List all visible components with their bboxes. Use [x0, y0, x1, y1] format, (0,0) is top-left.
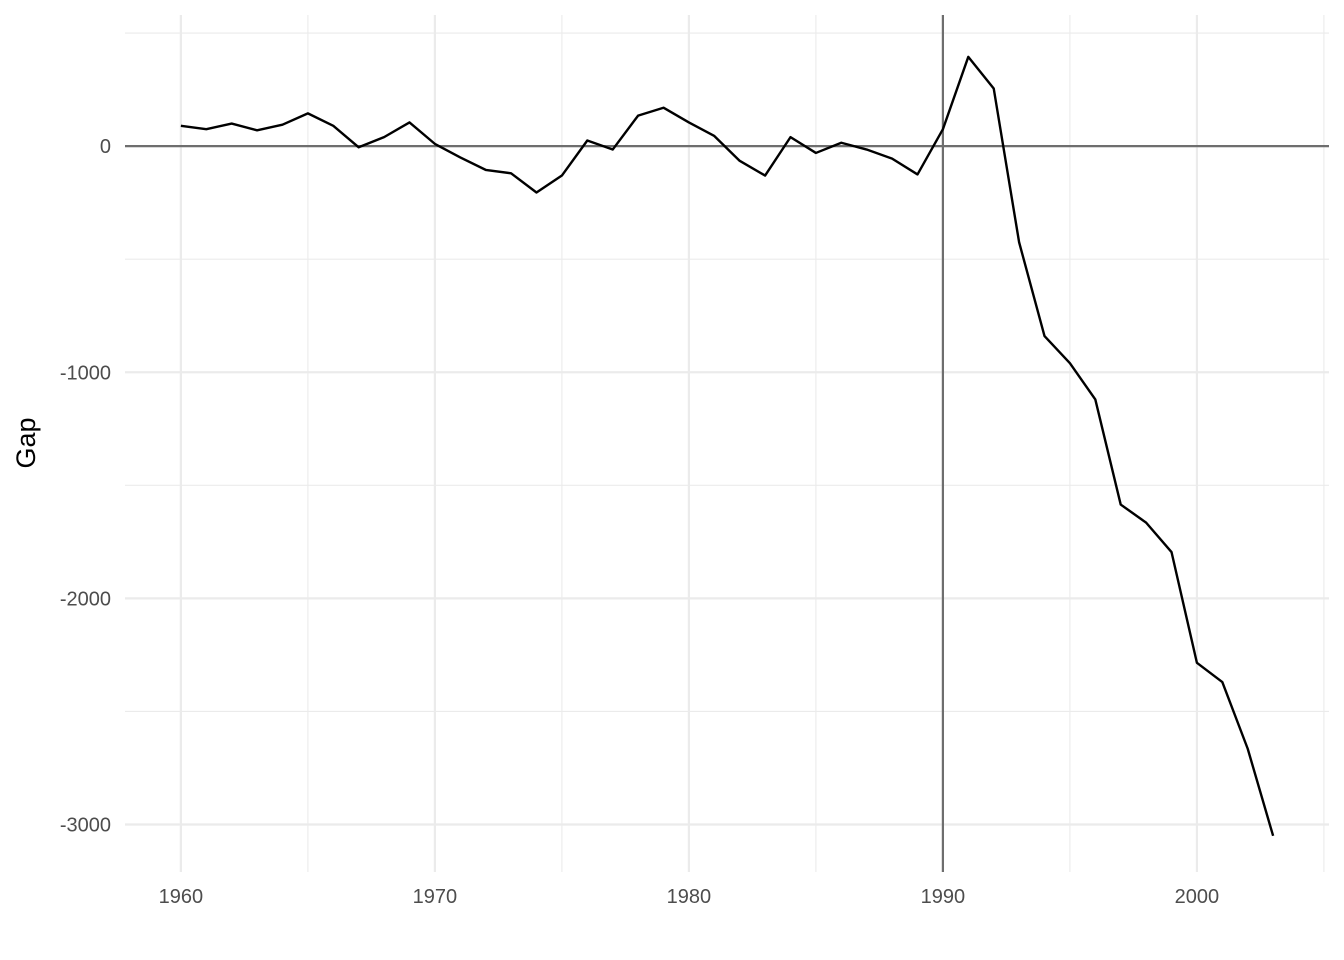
x-tick-label: 1970: [413, 886, 458, 908]
y-tick-label: -3000: [60, 815, 111, 837]
y-tick-label: -2000: [60, 588, 111, 610]
y-tick-label: 0: [100, 136, 111, 158]
x-tick-label: 1960: [159, 886, 204, 908]
series-layer: [180, 55, 1275, 837]
y-tick-label: -1000: [60, 362, 111, 384]
x-tick-label: 1990: [921, 886, 966, 908]
x-tick-label: 2000: [1175, 886, 1220, 908]
y-tick-labels: 0 -1000 -2000 -3000: [60, 136, 111, 836]
minor-grid: [125, 15, 1329, 872]
x-tick-label: 1980: [667, 886, 712, 908]
series-line-gap: [180, 55, 1275, 837]
y-axis-title: Gap: [11, 417, 41, 468]
major-grid: [125, 15, 1329, 872]
reference-lines: [125, 15, 1329, 872]
x-tick-labels: 1960 1970 1980 1990 2000: [159, 886, 1220, 908]
